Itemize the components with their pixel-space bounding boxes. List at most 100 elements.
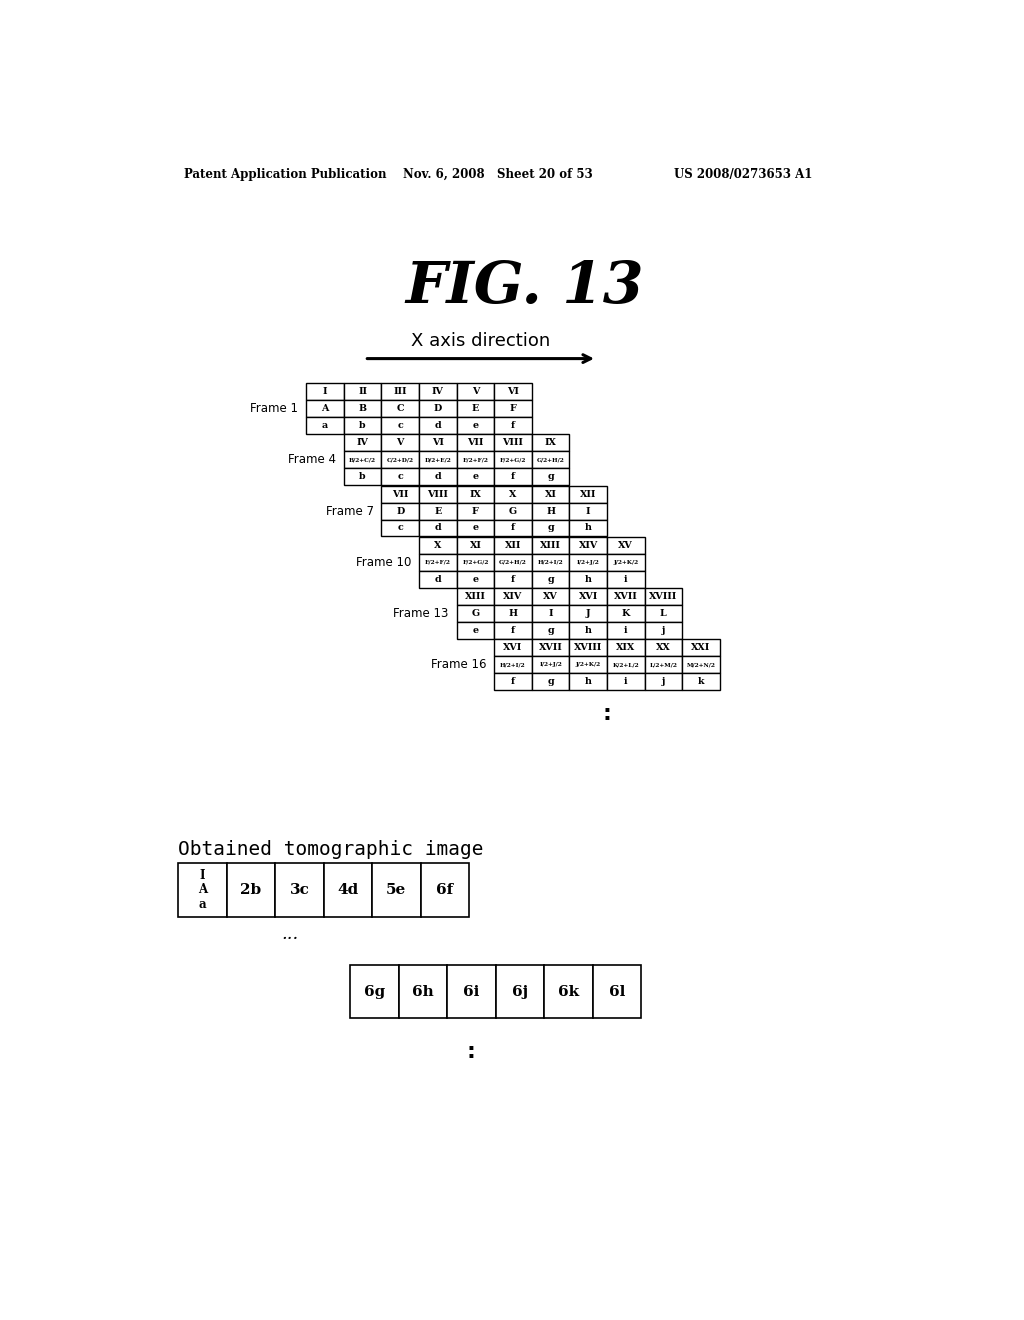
Bar [457, 503, 495, 520]
Text: h: h [585, 524, 592, 532]
Bar [607, 622, 644, 639]
Text: i: i [624, 574, 628, 583]
Text: V: V [396, 438, 403, 447]
Bar [457, 400, 495, 417]
Text: Nov. 6, 2008   Sheet 20 of 53: Nov. 6, 2008 Sheet 20 of 53 [403, 168, 593, 181]
Text: I/2+J/2: I/2+J/2 [577, 560, 599, 565]
Bar [495, 417, 531, 434]
Text: b: b [359, 421, 366, 430]
Text: XII: XII [580, 490, 596, 499]
Text: 4d: 4d [337, 883, 358, 896]
Text: D: D [396, 507, 404, 516]
Bar [381, 383, 419, 400]
Text: L: L [659, 609, 667, 618]
Bar [457, 383, 495, 400]
Text: G/2+H/2: G/2+H/2 [537, 457, 564, 462]
Bar [381, 486, 419, 503]
Text: 3c: 3c [290, 883, 309, 896]
Bar [419, 486, 457, 503]
Bar [495, 673, 531, 690]
Text: j: j [662, 626, 665, 635]
Bar [607, 605, 644, 622]
Bar [495, 605, 531, 622]
Text: B/2+C/2: B/2+C/2 [349, 457, 376, 462]
Text: G: G [471, 609, 479, 618]
Text: US 2008/0273653 A1: US 2008/0273653 A1 [675, 168, 813, 181]
Bar [607, 639, 644, 656]
Bar [226, 863, 275, 917]
Text: Patent Application Publication: Patent Application Publication [183, 168, 386, 181]
Text: 6k: 6k [558, 985, 579, 998]
Bar [372, 863, 421, 917]
Text: d: d [434, 524, 441, 532]
Bar [544, 965, 593, 1019]
Text: M/2+N/2: M/2+N/2 [686, 663, 716, 667]
Bar [644, 673, 682, 690]
Bar [495, 589, 531, 605]
Text: X: X [509, 490, 517, 499]
FancyArrowPatch shape [368, 355, 591, 363]
Text: 2b: 2b [241, 883, 261, 896]
Text: d: d [434, 473, 441, 482]
Bar [495, 383, 531, 400]
Bar [457, 605, 495, 622]
Bar [457, 589, 495, 605]
Bar [531, 520, 569, 536]
Bar [457, 486, 495, 503]
Text: e: e [472, 574, 478, 583]
Text: XIII: XIII [465, 593, 485, 601]
Bar [531, 656, 569, 673]
Text: b: b [359, 473, 366, 482]
Text: 6f: 6f [436, 883, 454, 896]
Text: XIV: XIV [579, 541, 598, 550]
Text: f: f [511, 473, 515, 482]
Text: F/2+G/2: F/2+G/2 [500, 457, 526, 462]
Text: f: f [511, 524, 515, 532]
Text: E: E [472, 404, 479, 413]
Text: d: d [434, 574, 441, 583]
Text: Frame 13: Frame 13 [393, 607, 449, 620]
Text: E/2+F/2: E/2+F/2 [463, 457, 488, 462]
Bar [495, 537, 531, 554]
Bar [457, 417, 495, 434]
Text: XII: XII [505, 541, 521, 550]
Bar [344, 383, 381, 400]
Text: Frame 4: Frame 4 [288, 453, 336, 466]
Text: VI: VI [507, 387, 519, 396]
Text: FIG. 13: FIG. 13 [406, 259, 644, 315]
Text: 6j: 6j [512, 985, 528, 998]
Bar [569, 605, 607, 622]
Text: XIII: XIII [540, 541, 561, 550]
Text: I/2+J/2: I/2+J/2 [540, 663, 562, 667]
Bar [344, 417, 381, 434]
Text: VII: VII [392, 490, 409, 499]
Text: j: j [662, 677, 665, 686]
Bar [324, 863, 372, 917]
Text: C/2+D/2: C/2+D/2 [387, 457, 414, 462]
Text: X: X [434, 541, 441, 550]
Bar [569, 622, 607, 639]
Text: c: c [397, 524, 403, 532]
Bar [644, 605, 682, 622]
Bar [682, 639, 720, 656]
Bar [344, 400, 381, 417]
Bar [419, 451, 457, 469]
Text: XVII: XVII [539, 643, 562, 652]
Text: H/2+I/2: H/2+I/2 [538, 560, 563, 565]
Text: g: g [547, 626, 554, 635]
Bar [419, 400, 457, 417]
Bar [495, 400, 531, 417]
Bar [275, 863, 324, 917]
Text: e: e [472, 473, 478, 482]
Bar [569, 673, 607, 690]
Bar [644, 639, 682, 656]
Text: XVII: XVII [613, 593, 638, 601]
Bar [569, 503, 607, 520]
Text: H/2+I/2: H/2+I/2 [500, 663, 525, 667]
Bar [531, 486, 569, 503]
Bar [496, 965, 544, 1019]
Bar [569, 537, 607, 554]
Text: E/2+F/2: E/2+F/2 [425, 560, 451, 565]
Bar [495, 656, 531, 673]
Bar [569, 656, 607, 673]
